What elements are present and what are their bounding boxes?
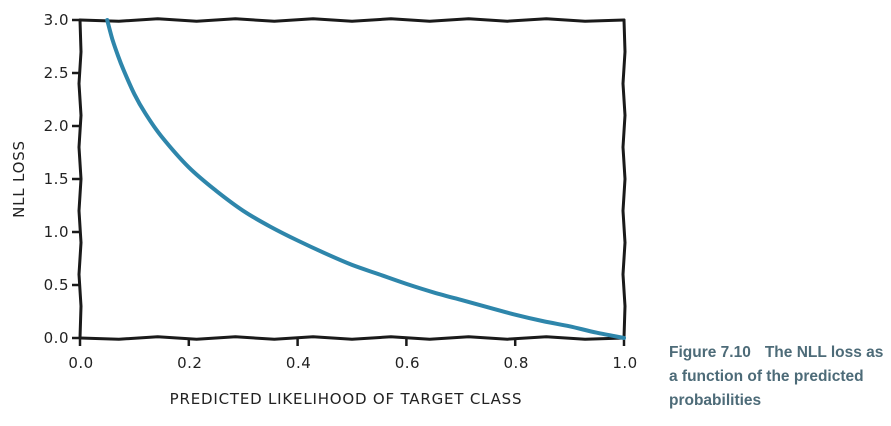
- frame-bottom: [78, 335, 626, 341]
- x-tick-label: 0.6: [395, 354, 420, 372]
- y-tick-label: 2.0: [44, 117, 69, 135]
- y-tick-label: 3.0: [44, 11, 69, 29]
- y-tick-label: 0.5: [44, 276, 69, 294]
- series-layer: [105, 18, 626, 340]
- y-tick-label: 0.0: [44, 329, 69, 347]
- frame-right: [621, 18, 627, 340]
- x-tick-label: 1.0: [612, 354, 637, 372]
- frame-top: [78, 17, 626, 23]
- y-axis-ticks: 0.0 0.5 1.0 1.5 2.0 2.5 3.0: [44, 11, 80, 347]
- x-tick-label: 0.8: [504, 354, 529, 372]
- x-tick-label: 0.4: [286, 354, 311, 372]
- x-tick-label: 0.0: [68, 354, 93, 372]
- figure-number: Figure 7.10: [669, 344, 751, 361]
- x-axis-label: PREDICTED LIKELIHOOD OF TARGET CLASS: [170, 390, 523, 408]
- y-axis-label: NLL LOSS: [10, 140, 28, 218]
- y-tick-label: 1.0: [44, 223, 69, 241]
- y-tick-label: 1.5: [44, 170, 69, 188]
- plot-frame: [77, 17, 627, 341]
- x-axis-ticks: 0.0 0.2 0.4 0.6 0.8 1.0: [68, 338, 637, 372]
- x-tick-label: 0.2: [177, 354, 202, 372]
- nll-loss-line: [105, 18, 626, 340]
- figure-caption: Figure 7.10 The NLL loss as a function of…: [669, 341, 884, 413]
- caption-text: The NLL loss as a function of the predic…: [669, 344, 884, 409]
- y-tick-label: 2.5: [44, 64, 69, 82]
